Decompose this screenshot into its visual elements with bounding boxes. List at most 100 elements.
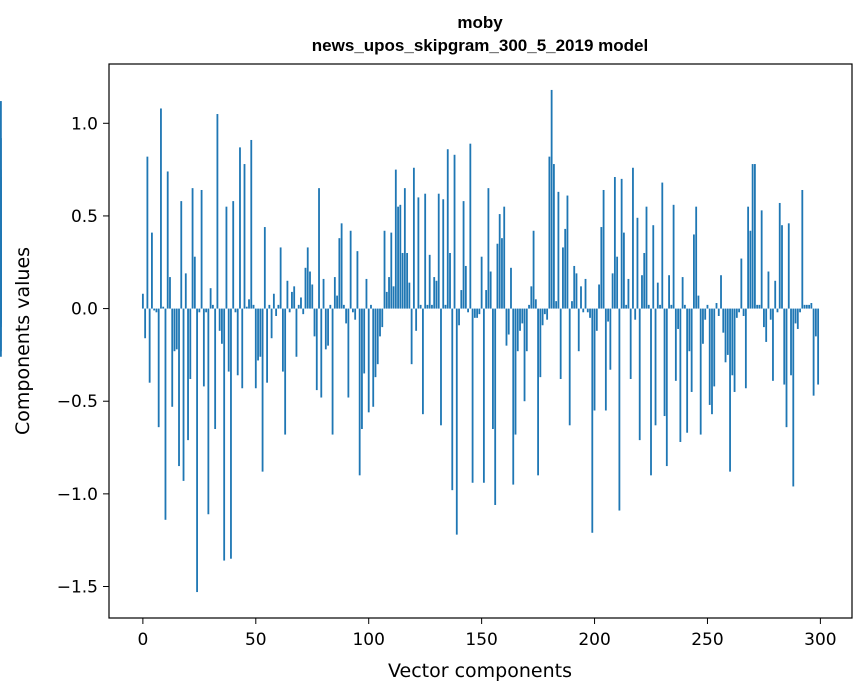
bar	[726, 308, 729, 355]
bar	[611, 273, 614, 309]
bar	[202, 308, 205, 387]
bar	[769, 308, 772, 320]
bar	[724, 308, 727, 363]
bar	[501, 238, 503, 309]
bar	[293, 286, 296, 309]
bar	[464, 265, 467, 309]
bar	[451, 308, 454, 491]
bar	[214, 308, 217, 430]
bar	[790, 308, 792, 376]
bar	[645, 206, 648, 309]
bar	[230, 308, 232, 559]
bar	[498, 214, 501, 309]
bar	[272, 293, 275, 309]
bar	[794, 308, 797, 324]
bar	[155, 308, 158, 313]
bar	[394, 169, 397, 309]
bar	[270, 308, 273, 339]
bar	[656, 282, 659, 309]
bar	[681, 277, 684, 309]
bar	[0, 308, 2, 328]
bar	[291, 291, 293, 309]
bar	[702, 308, 704, 344]
bar	[760, 210, 763, 309]
bar	[496, 243, 499, 309]
bar	[184, 273, 187, 309]
bar	[679, 308, 682, 442]
bar	[144, 308, 147, 339]
bar	[487, 188, 490, 309]
chart-subtitle: news_upos_skipgram_300_5_2019 model	[312, 36, 648, 55]
bar	[593, 308, 596, 411]
bar	[211, 304, 214, 309]
bar	[742, 308, 745, 316]
bar	[473, 308, 476, 318]
bar	[688, 308, 691, 352]
bar	[812, 308, 815, 396]
bar	[494, 308, 497, 505]
bar	[532, 230, 535, 309]
bar	[787, 223, 790, 309]
bar	[810, 303, 813, 309]
bar	[652, 225, 655, 309]
bar	[245, 306, 248, 309]
bar	[315, 308, 318, 391]
bar	[805, 304, 808, 309]
bar	[668, 275, 670, 309]
bar	[263, 227, 266, 309]
bar	[399, 204, 402, 309]
bar	[756, 304, 759, 309]
x-tick-label: 300	[804, 630, 836, 650]
bar	[785, 308, 788, 428]
bar	[562, 247, 564, 309]
bar	[510, 267, 512, 309]
bar	[367, 308, 370, 413]
bar	[329, 304, 332, 309]
bar	[555, 301, 558, 309]
bar	[643, 252, 646, 309]
bar	[381, 308, 384, 328]
bar	[453, 154, 456, 309]
bar	[442, 199, 445, 309]
bar	[153, 308, 156, 311]
bar	[591, 308, 594, 533]
bar	[403, 188, 406, 309]
bar	[347, 308, 350, 398]
bar	[295, 308, 298, 357]
bar	[311, 284, 314, 309]
bar	[160, 108, 162, 309]
bar	[609, 308, 612, 370]
bar	[783, 308, 786, 385]
bar	[539, 308, 542, 378]
bar	[320, 308, 323, 398]
bar	[817, 308, 820, 385]
bar	[530, 286, 533, 309]
bar	[239, 147, 241, 309]
bar	[767, 271, 770, 309]
bar	[318, 188, 320, 309]
bar	[478, 308, 481, 315]
bar	[157, 308, 160, 428]
bar	[225, 206, 228, 309]
bar	[148, 308, 151, 383]
bar	[803, 304, 806, 309]
bar	[747, 206, 750, 309]
bar	[801, 189, 804, 309]
bar	[363, 308, 366, 374]
bar	[623, 232, 625, 309]
bar	[406, 252, 409, 309]
bar	[514, 308, 517, 435]
bar	[446, 149, 449, 309]
bar	[322, 278, 325, 309]
bar	[444, 304, 447, 309]
bar	[182, 308, 185, 481]
bar	[352, 308, 354, 313]
bar	[595, 308, 598, 331]
bar	[665, 308, 668, 467]
x-tick-label: 100	[352, 630, 384, 650]
bar	[489, 271, 492, 309]
bar	[799, 308, 801, 313]
bar	[480, 256, 483, 309]
bar	[814, 308, 817, 337]
